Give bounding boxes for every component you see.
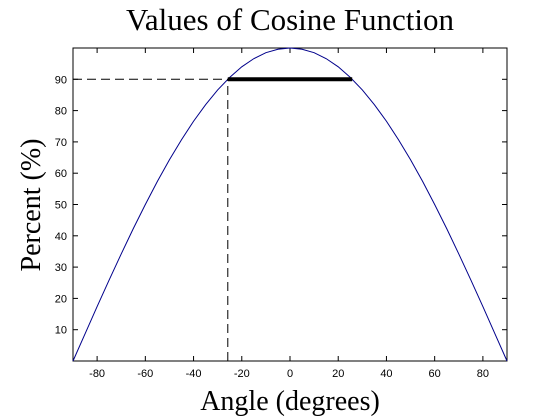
- line-series: [72, 47, 508, 362]
- y-tick-label: 10: [55, 325, 67, 337]
- y-tick-label: 80: [55, 106, 67, 118]
- x-tick-label: 40: [380, 368, 392, 380]
- x-tick-label: 20: [332, 368, 344, 380]
- y-tick-label: 60: [55, 168, 67, 180]
- y-tick-label: 50: [55, 200, 67, 212]
- x-tick-label: -40: [186, 368, 202, 380]
- y-tick-label: 20: [55, 293, 67, 305]
- y-tick-label: 30: [55, 262, 67, 274]
- y-tick-label: 40: [55, 231, 67, 243]
- x-tick-label: 0: [287, 368, 293, 380]
- x-tick-label: -20: [234, 368, 250, 380]
- x-axis-label: Angle (degrees): [200, 386, 380, 417]
- y-tick-label: 90: [55, 74, 67, 86]
- x-tick-label: -80: [89, 368, 105, 380]
- y-tick-label: 70: [55, 137, 67, 149]
- y-axis-label: Percent (%): [16, 139, 47, 272]
- x-tick-label: -60: [137, 368, 153, 380]
- x-tick-label: 80: [477, 368, 489, 380]
- chart-title: Values of Cosine Function: [126, 2, 455, 37]
- x-tick-label: 60: [429, 368, 441, 380]
